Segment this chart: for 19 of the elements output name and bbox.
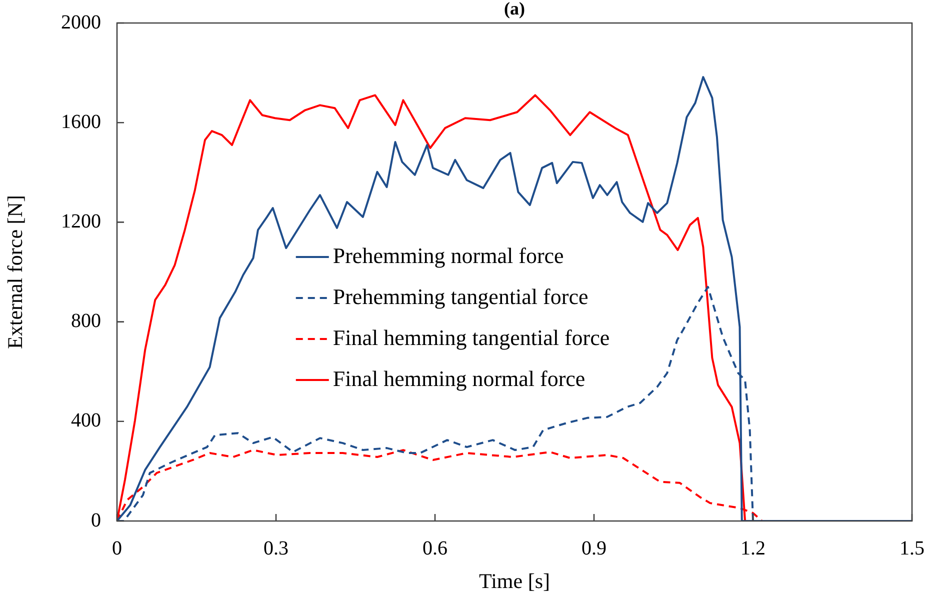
y-tick-label: 1200 bbox=[61, 210, 101, 232]
y-tick-label: 2000 bbox=[61, 11, 101, 34]
legend-label: Prehemming normal force bbox=[332, 242, 564, 268]
x-tick-label: 0.9 bbox=[582, 537, 606, 560]
x-tick-label: 0 bbox=[112, 537, 122, 560]
legend-label: Final hemming normal force bbox=[332, 366, 586, 391]
legend-label: Final hemming tangential force bbox=[332, 324, 610, 350]
y-tick-label: 0 bbox=[91, 509, 101, 532]
y-tick-label: 400 bbox=[71, 410, 101, 432]
x-tick-label: 0.6 bbox=[422, 537, 448, 560]
x-tick-label: 1.2 bbox=[740, 537, 766, 560]
x-tick-label: 1.5 bbox=[900, 537, 924, 560]
x-tick-label: 0.3 bbox=[264, 537, 288, 560]
y-tick-label: 1600 bbox=[61, 110, 101, 133]
y-tick-label: 800 bbox=[71, 310, 101, 332]
x-axis-title: Time [s] bbox=[479, 568, 550, 593]
chart-title: (a) bbox=[504, 0, 525, 19]
y-axis-title: External force [N] bbox=[3, 195, 28, 349]
legend-label: Prehemming tangential force bbox=[332, 284, 588, 309]
